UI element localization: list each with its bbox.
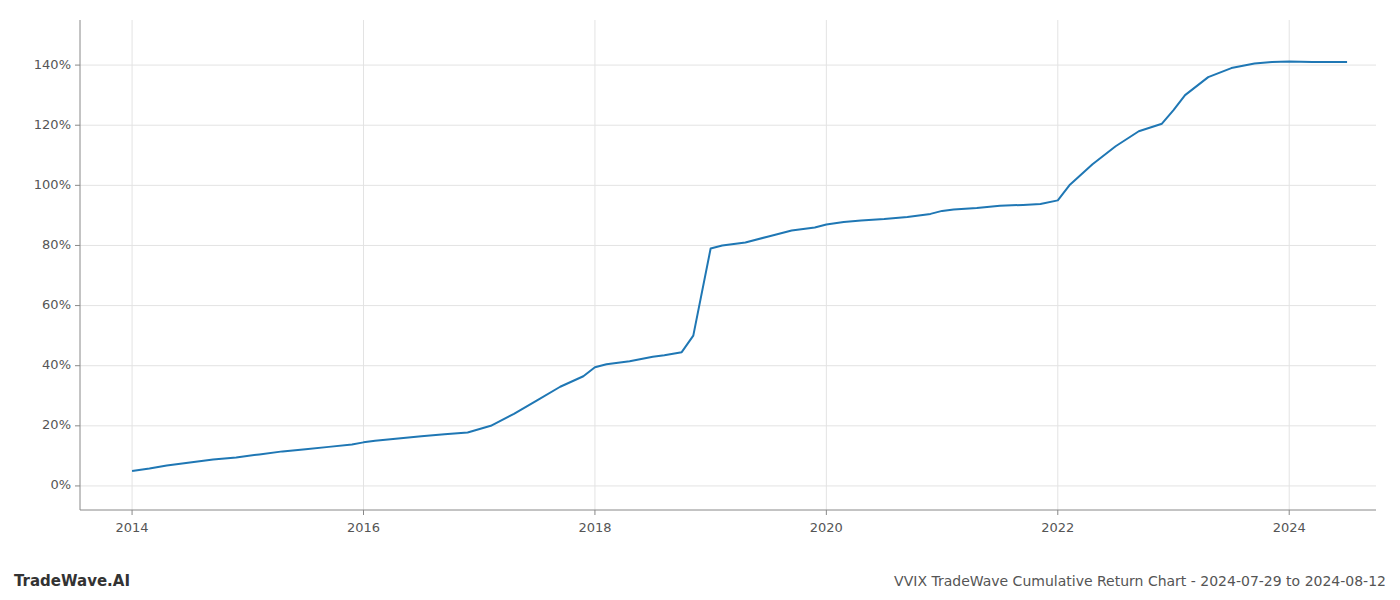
y-grid-line	[80, 365, 1376, 366]
x-tick	[594, 510, 595, 515]
y-axis-line	[80, 20, 81, 510]
y-tick	[75, 305, 80, 306]
y-grid-line	[80, 125, 1376, 126]
y-grid-line	[80, 185, 1376, 186]
chart: 0% 20% 40% 60% 80% 100% 120% 140% 2014 2016 2018 20…	[0, 0, 1400, 600]
x-tick	[1057, 510, 1058, 515]
y-grid-line	[80, 65, 1376, 66]
x-tick-label: 2018	[578, 520, 611, 535]
axes: 0% 20% 40% 60% 80% 100% 120% 140% 2014 2016 2018 20…	[34, 20, 1376, 535]
x-tick	[132, 510, 133, 515]
y-tick-label: 60%	[42, 297, 71, 312]
x-tick-label: 2016	[347, 520, 380, 535]
x-grid-line	[132, 20, 133, 510]
y-tick-label: 20%	[42, 417, 71, 432]
grid	[80, 20, 1376, 510]
y-tick-label: 140%	[34, 57, 71, 72]
y-tick-label: 40%	[42, 357, 71, 372]
y-tick-label: 0%	[50, 477, 71, 492]
y-tick	[75, 65, 80, 66]
title: VVIX TradeWave Cumulative Return Chart -…	[894, 573, 1386, 589]
y-tick	[75, 365, 80, 366]
x-grid-line	[1057, 20, 1058, 510]
y-tick	[75, 485, 80, 486]
x-tick-label: 2014	[116, 520, 149, 535]
plot-area	[132, 61, 1347, 470]
x-grid-line	[363, 20, 364, 510]
y-tick	[75, 245, 80, 246]
y-tick	[75, 425, 80, 426]
x-tick-label: 2024	[1273, 520, 1306, 535]
y-grid-line	[80, 305, 1376, 306]
x-grid-line	[1289, 20, 1290, 510]
line	[132, 61, 1347, 470]
y-tick-label: 120%	[34, 117, 71, 132]
watermark: TradeWave.AI	[14, 572, 130, 590]
x-grid-line	[826, 20, 827, 510]
x-grid-line	[594, 20, 595, 510]
y-tick	[75, 185, 80, 186]
y-tick-label: 80%	[42, 237, 71, 252]
y-tick	[75, 125, 80, 126]
x-tick-label: 2022	[1041, 520, 1074, 535]
y-grid-line	[80, 485, 1376, 486]
x-tick	[363, 510, 364, 515]
y-tick-label: 100%	[34, 177, 71, 192]
y-grid-line	[80, 425, 1376, 426]
x-tick	[1289, 510, 1290, 515]
x-tick-label: 2020	[810, 520, 843, 535]
x-axis-line	[80, 510, 1376, 511]
x-tick	[826, 510, 827, 515]
